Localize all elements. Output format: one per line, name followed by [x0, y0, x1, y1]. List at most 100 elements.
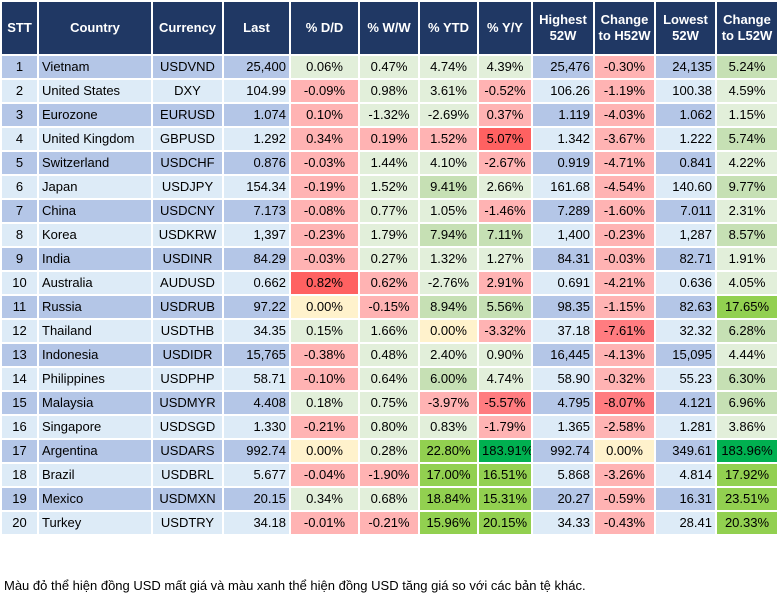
- currency-cell: EURUSD: [151, 102, 224, 128]
- stt-cell: 12: [0, 318, 39, 344]
- table-row: 2 United States DXY 104.99 -0.09% 0.98% 3.61% -…: [0, 78, 777, 104]
- table-row: 12 Thailand USDTHB 34.35 0.15% 1.66% 0.00% -3.3…: [0, 318, 777, 344]
- table-row: 9 India USDINR 84.29 -0.03% 0.27% 1.32% 1.27% 84…: [0, 246, 777, 272]
- pct-ytd-cell: 0.00%: [418, 318, 479, 344]
- pct-ww-cell: 0.64%: [358, 366, 420, 392]
- currency-cell: USDRUB: [151, 294, 224, 320]
- last-cell: 7.173: [222, 198, 291, 224]
- change-h52w-cell: -3.26%: [593, 462, 656, 488]
- change-l52w-cell: 17.65%: [715, 294, 777, 320]
- low-52w-cell: 4.121: [654, 390, 717, 416]
- low-52w-cell: 1.062: [654, 102, 717, 128]
- low-52w-cell: 82.63: [654, 294, 717, 320]
- stt-cell: 14: [0, 366, 39, 392]
- high-52w-cell: 34.33: [531, 510, 595, 536]
- pct-ww-cell: 0.48%: [358, 342, 420, 368]
- low-52w-cell: 4.814: [654, 462, 717, 488]
- pct-ww-cell: 0.27%: [358, 246, 420, 272]
- stt-cell: 7: [0, 198, 39, 224]
- pct-dd-cell: 0.15%: [289, 318, 360, 344]
- high-52w-cell: 5.868: [531, 462, 595, 488]
- high-52w-cell: 20.27: [531, 486, 595, 512]
- low-52w-cell: 28.41: [654, 510, 717, 536]
- country-cell: Indonesia: [37, 342, 153, 368]
- pct-yy-cell: 0.37%: [477, 102, 533, 128]
- currency-cell: USDTHB: [151, 318, 224, 344]
- change-h52w-cell: -0.59%: [593, 486, 656, 512]
- low-52w-cell: 0.841: [654, 150, 717, 176]
- change-l52w-cell: 3.86%: [715, 414, 777, 440]
- high-52w-cell: 1,400: [531, 222, 595, 248]
- change-h52w-cell: -4.21%: [593, 270, 656, 296]
- pct-ytd-cell: 18.84%: [418, 486, 479, 512]
- country-cell: Malaysia: [37, 390, 153, 416]
- table-row: 20 Turkey USDTRY 34.18 -0.01% -0.21% 15.96% 20.…: [0, 510, 777, 536]
- low-52w-cell: 16.31: [654, 486, 717, 512]
- table-row: 13 Indonesia USDIDR 15,765 -0.38% 0.48% 2.40% 0…: [0, 342, 777, 368]
- low-52w-cell: 140.60: [654, 174, 717, 200]
- pct-ytd-cell: 6.00%: [418, 366, 479, 392]
- pct-ytd-cell: 4.10%: [418, 150, 479, 176]
- change-h52w-cell: -3.67%: [593, 126, 656, 152]
- high-52w-cell: 992.74: [531, 438, 595, 464]
- pct-dd-cell: -0.19%: [289, 174, 360, 200]
- pct-ww-cell: 1.44%: [358, 150, 420, 176]
- currency-cell: USDSGD: [151, 414, 224, 440]
- pct-dd-cell: 0.18%: [289, 390, 360, 416]
- country-cell: Philippines: [37, 366, 153, 392]
- change-l52w-cell: 4.05%: [715, 270, 777, 296]
- stt-cell: 3: [0, 102, 39, 128]
- pct-yy-cell: 5.56%: [477, 294, 533, 320]
- change-l52w-cell: 9.77%: [715, 174, 777, 200]
- stt-cell: 4: [0, 126, 39, 152]
- table-row: 19 Mexico USDMXN 20.15 0.34% 0.68% 18.84% 15.31…: [0, 486, 777, 512]
- high-52w-cell: 1.342: [531, 126, 595, 152]
- header-yy: % Y/Y: [477, 0, 533, 56]
- pct-ww-cell: 0.47%: [358, 54, 420, 80]
- stt-cell: 10: [0, 270, 39, 296]
- last-cell: 1.074: [222, 102, 291, 128]
- last-cell: 154.34: [222, 174, 291, 200]
- stt-cell: 11: [0, 294, 39, 320]
- pct-ytd-cell: 9.41%: [418, 174, 479, 200]
- currency-cell: DXY: [151, 78, 224, 104]
- change-h52w-cell: 0.00%: [593, 438, 656, 464]
- low-52w-cell: 24,135: [654, 54, 717, 80]
- header-country: Country: [37, 0, 153, 56]
- last-cell: 1,397: [222, 222, 291, 248]
- pct-ytd-cell: 8.94%: [418, 294, 479, 320]
- last-cell: 25,400: [222, 54, 291, 80]
- pct-dd-cell: -0.03%: [289, 150, 360, 176]
- pct-yy-cell: -2.67%: [477, 150, 533, 176]
- header-low52w: Lowest 52W: [654, 0, 717, 56]
- country-cell: United States: [37, 78, 153, 104]
- stt-cell: 6: [0, 174, 39, 200]
- header-ww: % W/W: [358, 0, 420, 56]
- pct-dd-cell: -0.04%: [289, 462, 360, 488]
- stt-cell: 18: [0, 462, 39, 488]
- pct-dd-cell: 0.00%: [289, 294, 360, 320]
- change-h52w-cell: -0.23%: [593, 222, 656, 248]
- pct-ww-cell: 0.28%: [358, 438, 420, 464]
- change-l52w-cell: 6.96%: [715, 390, 777, 416]
- pct-yy-cell: 2.91%: [477, 270, 533, 296]
- currency-cell: AUDUSD: [151, 270, 224, 296]
- stt-cell: 20: [0, 510, 39, 536]
- pct-ytd-cell: 4.74%: [418, 54, 479, 80]
- change-l52w-cell: 6.28%: [715, 318, 777, 344]
- header-change-h52w: Change to H52W: [593, 0, 656, 56]
- pct-yy-cell: -1.79%: [477, 414, 533, 440]
- stt-cell: 1: [0, 54, 39, 80]
- stt-cell: 8: [0, 222, 39, 248]
- high-52w-cell: 0.919: [531, 150, 595, 176]
- change-l52w-cell: 17.92%: [715, 462, 777, 488]
- pct-ytd-cell: 2.40%: [418, 342, 479, 368]
- currency-cell: GBPUSD: [151, 126, 224, 152]
- country-cell: Korea: [37, 222, 153, 248]
- high-52w-cell: 106.26: [531, 78, 595, 104]
- currency-cell: USDMYR: [151, 390, 224, 416]
- pct-ww-cell: 1.66%: [358, 318, 420, 344]
- table-row: 1 Vietnam USDVND 25,400 0.06% 0.47% 4.74% 4.39%…: [0, 54, 777, 80]
- low-52w-cell: 0.636: [654, 270, 717, 296]
- last-cell: 5.677: [222, 462, 291, 488]
